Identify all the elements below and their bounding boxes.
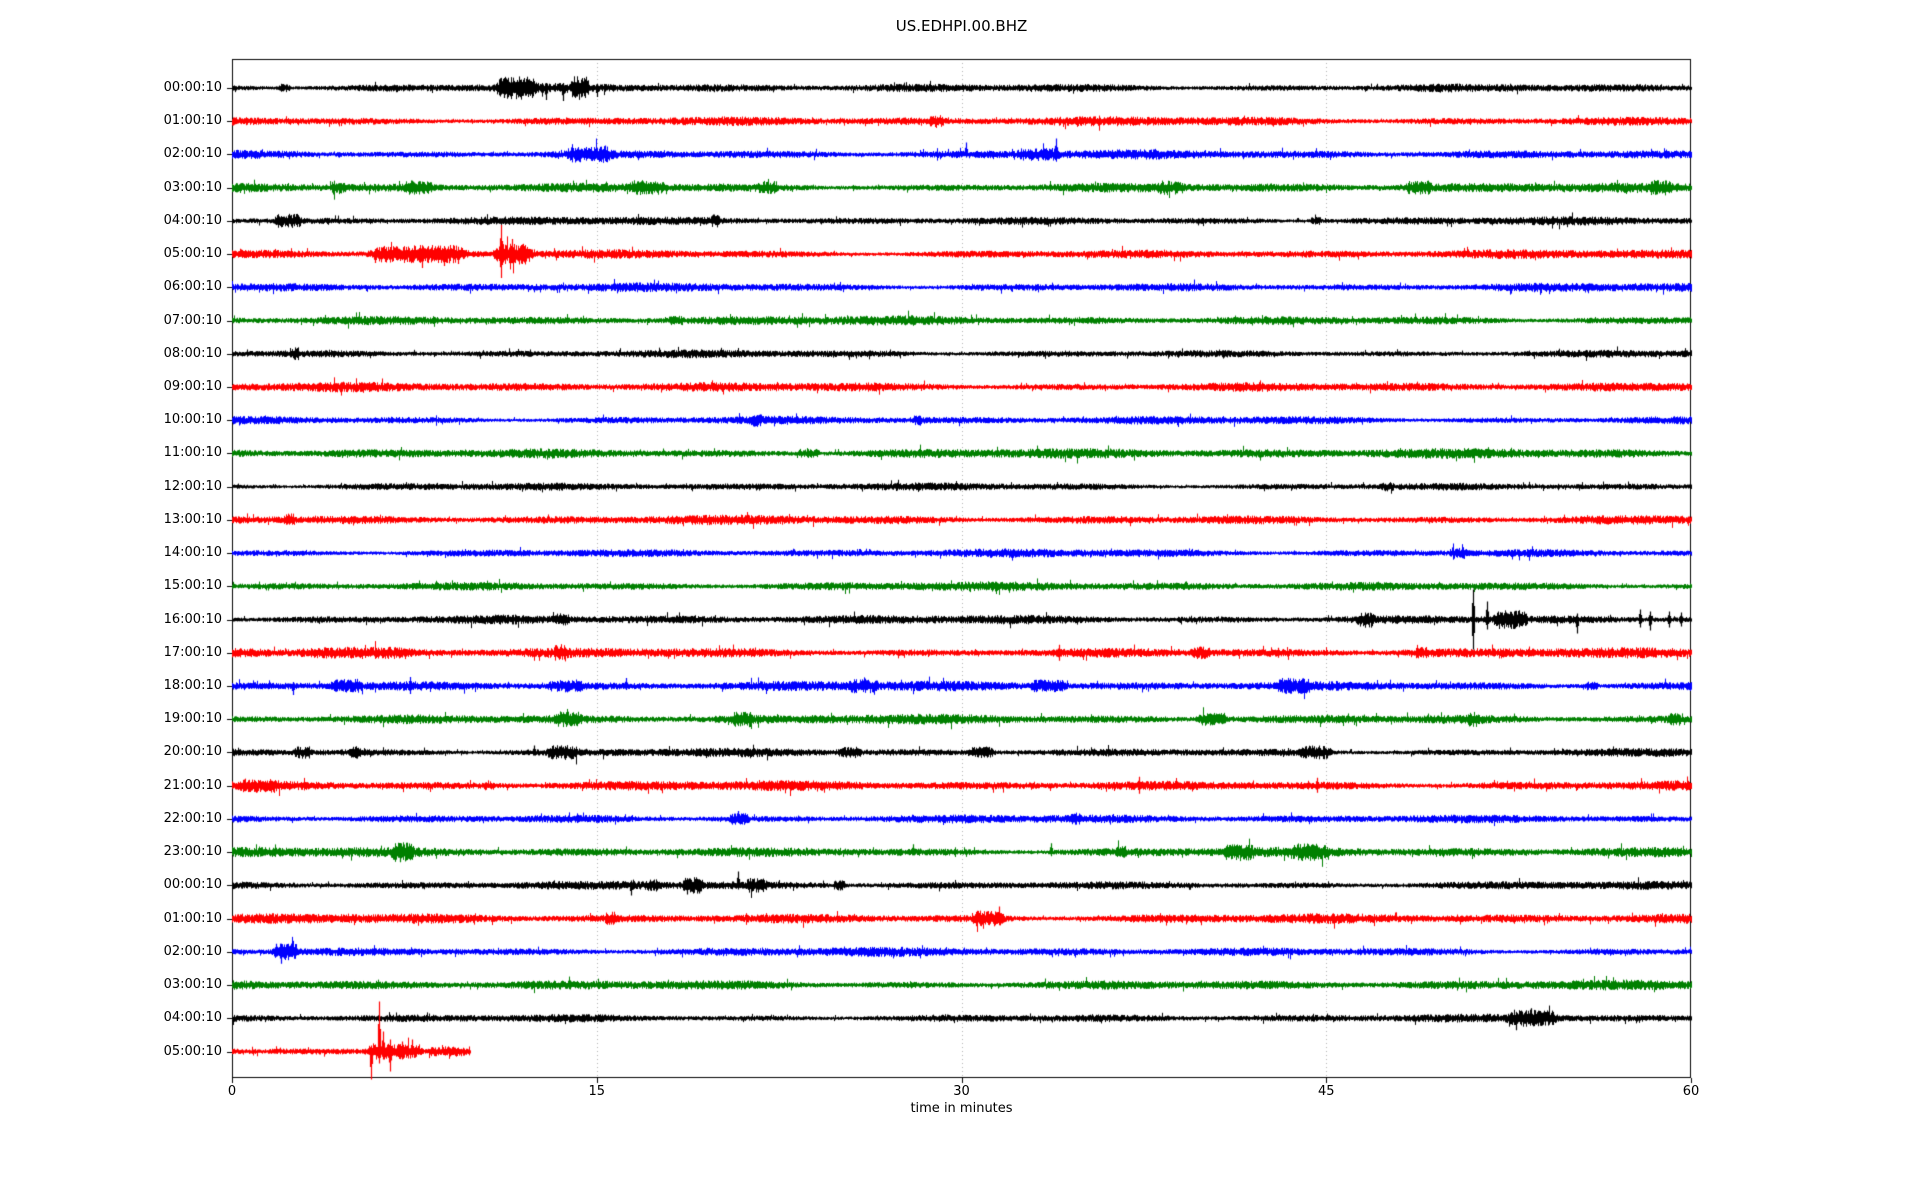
y-tick-label: 00:00:10 (163, 877, 222, 893)
y-tick-label: 23:00:10 (163, 844, 222, 860)
y-tick-label: 00:00:10 (163, 80, 222, 95)
y-tick-label: 02:00:10 (163, 943, 222, 959)
y-tick-label: 21:00:10 (163, 777, 222, 793)
y-tick-label: 13:00:10 (163, 511, 222, 527)
y-tick-label: 03:00:10 (163, 179, 222, 195)
y-tick-label: 19:00:10 (163, 711, 222, 727)
y-tick-label: 05:00:10 (163, 246, 222, 262)
y-tick-label: 18:00:10 (163, 678, 222, 694)
y-tick-label: 17:00:10 (163, 644, 222, 660)
y-tick-label: 04:00:10 (163, 1010, 222, 1026)
y-tick-label: 14:00:10 (163, 545, 222, 561)
x-tick-label: 45 (1317, 1084, 1335, 1099)
y-tick-label: 05:00:10 (163, 1043, 222, 1059)
y-tick-label: 15:00:10 (163, 578, 222, 594)
y-tick-label: 22:00:10 (163, 810, 222, 826)
chart-title: US.EDHPI.00.BHZ (895, 17, 1028, 35)
y-tick-label: 16:00:10 (163, 611, 222, 627)
y-tick-label: 09:00:10 (163, 379, 222, 395)
y-tick-label: 10:00:10 (163, 412, 222, 428)
y-tick-label: 08:00:10 (163, 345, 222, 361)
y-tick-label: 06:00:10 (163, 279, 222, 295)
y-tick-label: 01:00:10 (163, 113, 222, 129)
x-tick-label: 0 (227, 1084, 237, 1099)
y-tick-label: 11:00:10 (163, 445, 222, 461)
y-tick-label: 12:00:10 (163, 478, 222, 494)
y-tick-label: 01:00:10 (163, 910, 222, 926)
x-tick-label: 15 (588, 1084, 606, 1099)
x-axis-title: time in minutes (910, 1101, 1013, 1116)
y-tick-label: 04:00:10 (163, 212, 222, 228)
y-tick-label: 02:00:10 (163, 146, 222, 162)
y-tick-label: 07:00:10 (163, 312, 222, 328)
y-tick-label: 03:00:10 (163, 977, 222, 993)
x-tick-label: 60 (1682, 1084, 1700, 1099)
x-tick-label: 30 (953, 1084, 970, 1099)
y-tick-label: 20:00:10 (163, 744, 222, 760)
